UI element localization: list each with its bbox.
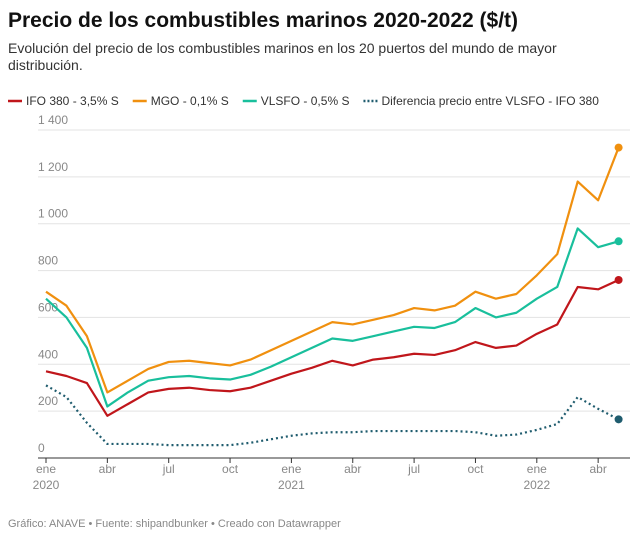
footer: Gráfico: ANAVE • Fuente: shipandbunker •… <box>8 518 341 530</box>
end-point <box>614 415 623 424</box>
end-point <box>614 237 623 246</box>
x-tick-label: abr <box>344 462 361 476</box>
x-tick-label: oct <box>222 462 239 476</box>
y-tick-label: 400 <box>38 347 58 361</box>
y-tick-label: 200 <box>38 394 58 408</box>
x-tick-label: oct <box>467 462 484 476</box>
x-tick-label: jul <box>407 462 420 476</box>
subtitle-box: Evolución del precio de los combustibles… <box>8 40 557 73</box>
y-tick-label: 1 200 <box>38 160 68 174</box>
end-point <box>614 143 623 152</box>
x-tick-label: ene 2022 <box>523 462 550 492</box>
y-tick-label: 0 <box>38 441 45 455</box>
chart-subtitle: Evolución del precio de los combustibles… <box>8 40 557 73</box>
y-tick-label: 800 <box>38 254 58 268</box>
y-tick-label: 1 000 <box>38 207 68 221</box>
series-line <box>45 227 619 408</box>
series-line <box>45 278 620 417</box>
series-line <box>45 147 620 394</box>
x-tick-label: jul <box>162 462 175 476</box>
legend-label: VLSFO - 0,5% S <box>261 94 350 108</box>
legend: IFO 380 - 3,5% S MGO - 0,1% S VLSFO - 0,5%… <box>8 94 599 108</box>
legend-label: Diferencia precio entre VLSFO - IFO 380 <box>381 94 599 108</box>
x-tick-label: abr <box>99 462 116 476</box>
chart-title: Precio de los combustibles marinos 2020-… <box>8 9 518 32</box>
legend-label: IFO 380 - 3,5% S <box>26 94 119 108</box>
series-line <box>45 384 620 447</box>
end-point <box>614 275 623 284</box>
x-tick-label: abr <box>589 462 606 476</box>
legend-label: MGO - 0,1% S <box>151 94 229 108</box>
x-tick-label: ene 2020 <box>33 462 60 492</box>
y-tick-label: 1 400 <box>38 113 68 127</box>
x-tick-label: ene 2021 <box>278 462 305 492</box>
